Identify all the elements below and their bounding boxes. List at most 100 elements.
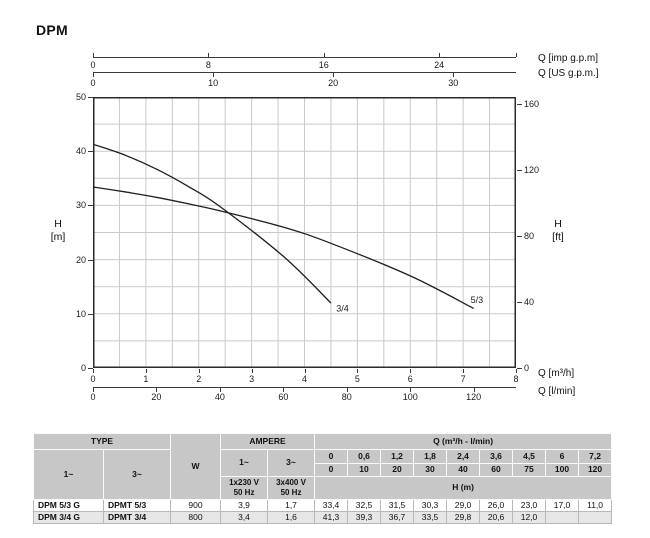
head-value-cell: 29,0 [446, 499, 481, 512]
watt-value-cell: 900 [170, 499, 222, 512]
head-meters-tick-label: 10 [75, 308, 86, 319]
m3h-tick-label: 0 [90, 374, 96, 384]
q-lmin-header-cell: 100 [545, 463, 580, 477]
us-gpm-axis-tick [453, 73, 455, 77]
head-meters-axis-tick [88, 259, 93, 261]
watt-header: W [170, 433, 222, 500]
curve-label-5/3: 5/3 [471, 295, 484, 305]
imp-gpm-axis-tick [208, 53, 210, 57]
m3h-axis-tick [463, 368, 465, 373]
q-lmin-header-cell: 75 [512, 463, 547, 477]
m3h-tick-label: 1 [143, 374, 149, 384]
us-gpm-tick-label: 10 [208, 78, 219, 88]
head-meters-axis-tick [88, 97, 93, 98]
head-feet-tick-label: 40 [524, 296, 535, 307]
plot-border [93, 97, 516, 368]
head-value-cell: 41,3 [314, 511, 349, 524]
us-gpm-tick-label: 20 [328, 78, 339, 88]
table-row: DPM 3/4 G DPMT 3/4 800 3,4 1,6 41,3 39,3 36,7 33… [33, 511, 613, 524]
q-m3h-header-cell: 3,6 [479, 449, 514, 464]
pump-type-three-cell: DPMT 5/3 [102, 499, 172, 512]
q-m3h-header-cell: 1,8 [413, 449, 448, 464]
voltage-single-phase-cell: 1x230 V 50 Hz [220, 476, 269, 500]
head-feet-tick-label: 160 [524, 98, 540, 109]
performance-chart: 5/3 3/4 [93, 97, 516, 368]
q-lmin-header-cell: 40 [446, 463, 481, 477]
ampere-three-value-cell: 1,7 [267, 499, 316, 512]
lmin-tick-label: 20 [151, 392, 162, 402]
q-m3h-header-cell: 7,2 [578, 449, 613, 464]
lmin-tick-label: 100 [402, 392, 418, 402]
m3h-axis-tick [93, 368, 94, 373]
watt-value-cell: 800 [170, 511, 222, 524]
curve-3/4 [93, 143, 332, 304]
head-value-cell: 30,3 [413, 499, 448, 512]
head-value-cell: 33,5 [413, 511, 448, 524]
head-value-cell: 26,0 [479, 499, 514, 512]
lmin-axis-tick [93, 388, 94, 392]
us-gpm-tick-label: 0 [90, 78, 96, 88]
imp-gpm-axis-tick [93, 53, 94, 57]
head-value-cell [578, 511, 613, 524]
ampere-single-phase-header: 1~ [220, 449, 269, 477]
spec-table: TYPE W AMPERE Q (m³/h - l/min) 1~ 3~ 1~ … [32, 433, 613, 524]
head-feet-axis-tick [516, 169, 522, 171]
head-meters-axis-tick [88, 313, 93, 315]
m3h-tick-label: 3 [249, 374, 255, 384]
head-meters-axis-label: H [m] [40, 218, 76, 244]
voltage-three-line2: 50 Hz [280, 488, 302, 497]
ampere-single-value-cell: 3,4 [220, 511, 269, 524]
m3h-tick-label: 4 [301, 374, 307, 384]
head-meters-axis-tick [88, 151, 93, 153]
lmin-axis-tick [219, 388, 221, 392]
imp-gpm-tick-label: 24 [434, 60, 445, 70]
table-row: DPM 5/3 G DPMT 5/3 900 3,9 1,7 33,4 32,5 31,5 30… [33, 499, 613, 512]
q-lmin-header-cell: 30 [413, 463, 448, 477]
page-title: DPM [36, 22, 69, 38]
ampere-single-value-cell: 3,9 [220, 499, 269, 512]
us-gpm-axis-unit-label: Q [US g.p.m.] [538, 68, 599, 79]
lmin-tick-label: 120 [466, 392, 482, 402]
ampere-header: AMPERE [220, 433, 316, 450]
type-header: TYPE [32, 433, 172, 450]
imp-gpm-axis-end-tick [516, 53, 517, 57]
lmin-axis-tick [156, 388, 158, 392]
m3h-axis-tick [410, 368, 412, 373]
head-value-cell: 31,5 [380, 499, 415, 512]
m3h-tick-label: 5 [354, 374, 360, 384]
voltage-three-phase-cell: 3x400 V 50 Hz [267, 476, 316, 500]
lmin-tick-label: 0 [90, 392, 96, 402]
m3h-axis-tick [516, 368, 517, 373]
head-value-cell: 17,0 [545, 499, 580, 512]
q-lmin-header-cell: 60 [479, 463, 514, 477]
head-value-cell: 29,8 [446, 511, 481, 524]
head-feet-axis-label-line1: H [554, 218, 562, 230]
head-meters-axis-label-line1: H [54, 218, 62, 230]
imp-gpm-axis-tick [323, 53, 325, 57]
head-meters-axis-tick [88, 205, 93, 207]
m3h-tick-label: 8 [513, 374, 519, 384]
head-value-cell: 33,4 [314, 499, 349, 512]
head-meters-row-header: H (m) [314, 476, 613, 500]
head-feet-axis-label-line2: [ft] [552, 231, 564, 243]
head-meters-tick-label: 0 [80, 363, 86, 373]
head-feet-axis-label: H [ft] [540, 218, 576, 244]
lmin-axis-tick [410, 388, 412, 392]
head-meters-axis-label-line2: [m] [50, 231, 66, 243]
imp-gpm-axis-tick [439, 53, 441, 57]
us-gpm-axis-tick [333, 73, 335, 77]
head-feet-tick-label: 0 [524, 363, 530, 373]
voltage-single-line1: 1x230 V [229, 478, 259, 487]
head-value-cell: 32,5 [347, 499, 382, 512]
lmin-tick-label: 60 [278, 392, 289, 402]
voltage-three-line1: 3x400 V [276, 478, 306, 487]
lmin-axis-line [93, 387, 516, 388]
curve-5/3 [93, 186, 474, 309]
pump-type-single-cell: DPM 5/3 G [33, 499, 104, 512]
type-single-phase-header: 1~ [33, 449, 104, 500]
m3h-axis-tick [145, 368, 147, 373]
head-meters-tick-label: 40 [75, 146, 86, 157]
us-gpm-axis-tick [93, 73, 94, 77]
q-m3h-header-cell: 0,6 [347, 449, 382, 464]
